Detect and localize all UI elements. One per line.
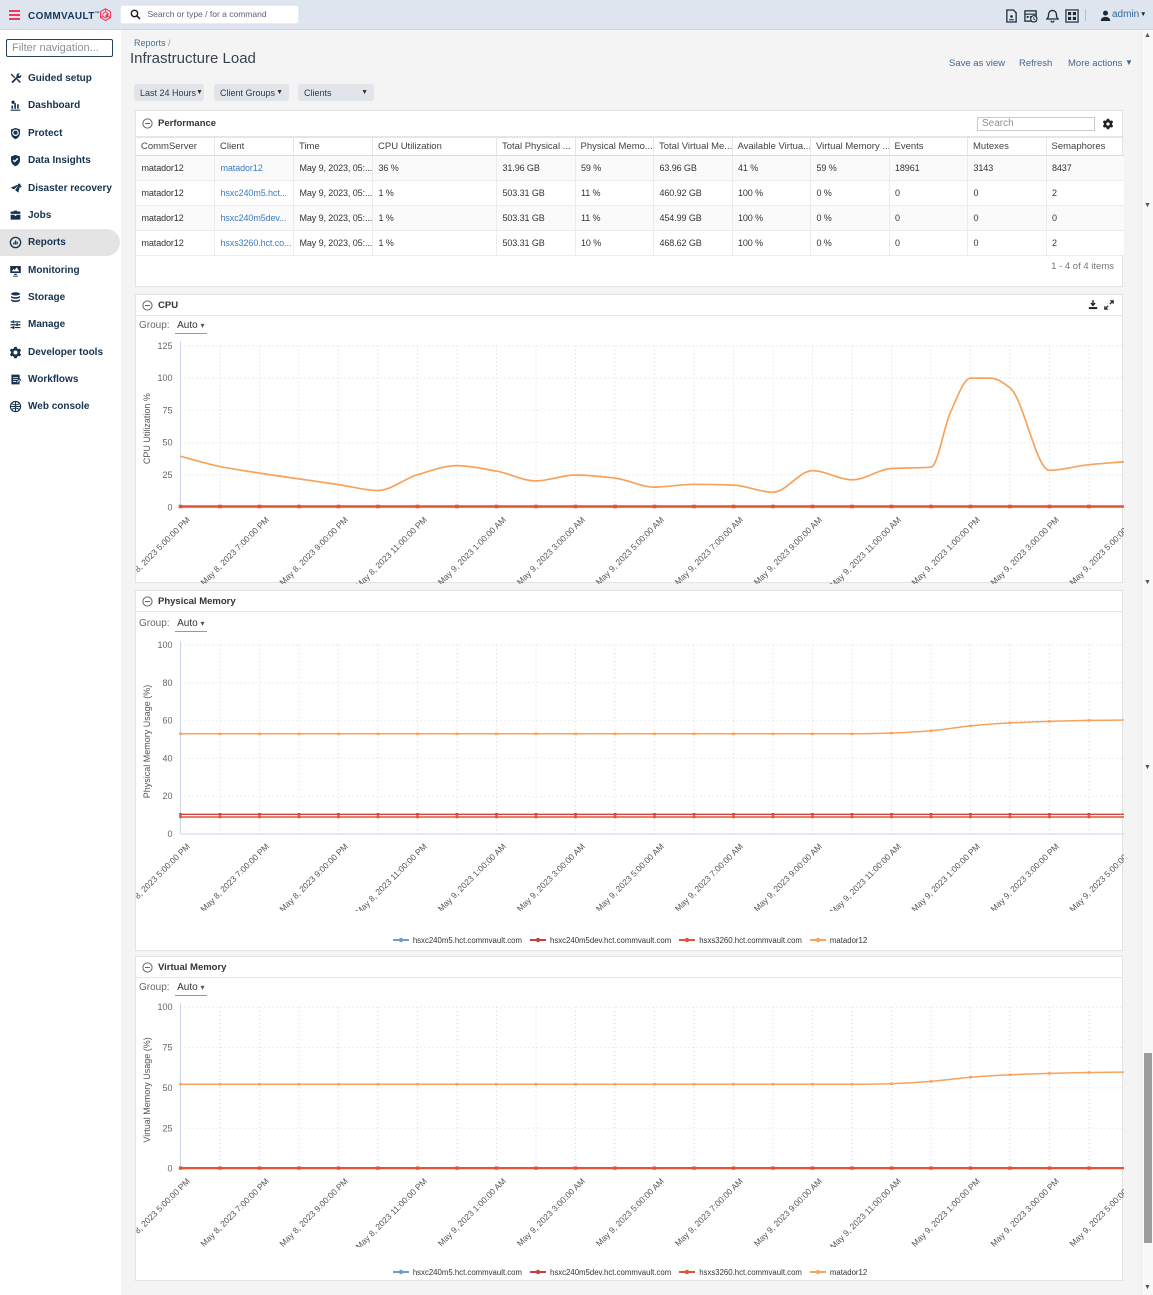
svg-text:May 9, 2023 3:00:00 AM: May 9, 2023 3:00:00 AM — [515, 1176, 587, 1247]
svg-text:May 8, 2023 7:00:00 PM: May 8, 2023 7:00:00 PM — [198, 515, 271, 584]
svg-text:0: 0 — [167, 1164, 172, 1174]
svg-text:May 9, 2023 9:00:00 AM: May 9, 2023 9:00:00 AM — [752, 841, 824, 911]
svg-text:100: 100 — [157, 373, 172, 383]
svg-text:May 9, 2023 1:00:00 PM: May 9, 2023 1:00:00 PM — [909, 841, 982, 911]
svg-text:May 9, 2023 5:00:00 AM: May 9, 2023 5:00:00 AM — [594, 1176, 666, 1247]
svg-text:May 9, 2023 5:00:00 AM: May 9, 2023 5:00:00 AM — [594, 841, 666, 911]
svg-text:May 8, 2023 7:00:00 PM: May 8, 2023 7:00:00 PM — [198, 841, 271, 911]
svg-text:May 9, 2023 3:00:00 PM: May 9, 2023 3:00:00 PM — [988, 841, 1061, 911]
svg-text:May 9, 2023 9:00:00 AM: May 9, 2023 9:00:00 AM — [752, 1176, 824, 1247]
svg-text:May 8, 2023 11:00:00 PM: May 8, 2023 11:00:00 PM — [353, 1176, 428, 1247]
svg-text:25: 25 — [162, 1123, 172, 1133]
svg-text:May 9, 2023 5:00:00 AM: May 9, 2023 5:00:00 AM — [594, 515, 666, 584]
svg-text:May 9, 2023 3:00:00 AM: May 9, 2023 3:00:00 AM — [515, 841, 587, 911]
svg-text:40: 40 — [162, 753, 172, 763]
svg-text:Virtual Memory Usage (%): Virtual Memory Usage (%) — [142, 1037, 152, 1142]
svg-text:20: 20 — [162, 791, 172, 801]
svg-text:May 8, 2023 9:00:00 PM: May 8, 2023 9:00:00 PM — [277, 515, 350, 584]
svg-text:May 9, 2023 7:00:00 AM: May 9, 2023 7:00:00 AM — [673, 841, 745, 911]
svg-text:May 9, 2023 3:00:00 PM: May 9, 2023 3:00:00 PM — [988, 1176, 1061, 1247]
svg-text:125: 125 — [157, 341, 172, 351]
svg-text:May 8, 2023 5:00:00 PM: May 8, 2023 5:00:00 PM — [136, 515, 192, 584]
svg-text:0: 0 — [167, 502, 172, 512]
svg-text:May 9, 2023 3:00:00 PM: May 9, 2023 3:00:00 PM — [988, 515, 1061, 584]
svg-text:May 9, 2023 5:00:00 PM: May 9, 2023 5:00:00 PM — [1067, 841, 1124, 911]
svg-text:May 8, 2023 11:00:00 PM: May 8, 2023 11:00:00 PM — [353, 841, 428, 911]
svg-text:May 9, 2023 1:00:00 PM: May 9, 2023 1:00:00 PM — [909, 1176, 982, 1247]
svg-text:60: 60 — [162, 716, 172, 726]
svg-text:May 8, 2023 9:00:00 PM: May 8, 2023 9:00:00 PM — [277, 1176, 350, 1247]
svg-text:May 9, 2023 1:00:00 AM: May 9, 2023 1:00:00 AM — [436, 515, 508, 584]
svg-text:May 8, 2023 7:00:00 PM: May 8, 2023 7:00:00 PM — [198, 1176, 271, 1247]
svg-text:25: 25 — [162, 470, 172, 480]
svg-text:75: 75 — [162, 1043, 172, 1053]
svg-text:May 9, 2023 1:00:00 AM: May 9, 2023 1:00:00 AM — [436, 841, 508, 911]
svg-text:CPU Utilization %: CPU Utilization % — [142, 393, 152, 464]
svg-text:May 9, 2023 1:00:00 AM: May 9, 2023 1:00:00 AM — [436, 1176, 508, 1247]
svg-text:May 8, 2023 9:00:00 PM: May 8, 2023 9:00:00 PM — [277, 841, 350, 911]
svg-text:May 9, 2023 5:00:00 PM: May 9, 2023 5:00:00 PM — [1067, 515, 1124, 584]
svg-text:May 8, 2023 5:00:00 PM: May 8, 2023 5:00:00 PM — [136, 1176, 192, 1247]
svg-text:May 8, 2023 11:00:00 PM: May 8, 2023 11:00:00 PM — [353, 515, 428, 584]
svg-text:100: 100 — [157, 1002, 172, 1012]
svg-text:Physical Memory Usage (%): Physical Memory Usage (%) — [142, 685, 152, 799]
svg-text:80: 80 — [162, 678, 172, 688]
svg-text:May 9, 2023 11:00:00 AM: May 9, 2023 11:00:00 AM — [828, 515, 903, 584]
svg-text:May 9, 2023 9:00:00 AM: May 9, 2023 9:00:00 AM — [752, 515, 824, 584]
svg-text:May 9, 2023 5:00:00 PM: May 9, 2023 5:00:00 PM — [1067, 1176, 1124, 1247]
svg-text:May 9, 2023 7:00:00 AM: May 9, 2023 7:00:00 AM — [673, 515, 745, 584]
svg-text:May 9, 2023 11:00:00 AM: May 9, 2023 11:00:00 AM — [828, 1176, 903, 1247]
svg-text:May 9, 2023 3:00:00 AM: May 9, 2023 3:00:00 AM — [515, 515, 587, 584]
svg-text:50: 50 — [162, 1083, 172, 1093]
svg-text:May 8, 2023 5:00:00 PM: May 8, 2023 5:00:00 PM — [136, 841, 192, 911]
svg-text:0: 0 — [167, 829, 172, 839]
svg-text:May 9, 2023 1:00:00 PM: May 9, 2023 1:00:00 PM — [909, 515, 982, 584]
svg-text:May 9, 2023 11:00:00 AM: May 9, 2023 11:00:00 AM — [828, 841, 903, 911]
svg-text:May 9, 2023 7:00:00 AM: May 9, 2023 7:00:00 AM — [673, 1176, 745, 1247]
svg-text:75: 75 — [162, 405, 172, 415]
svg-text:100: 100 — [157, 640, 172, 650]
svg-text:50: 50 — [162, 438, 172, 448]
